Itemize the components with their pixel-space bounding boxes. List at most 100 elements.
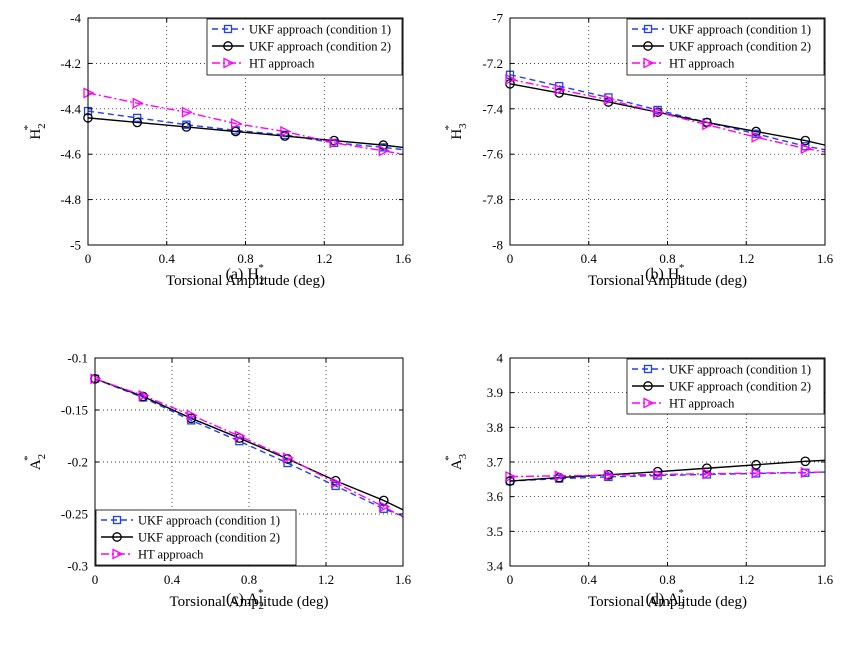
legend-label-3: HT approach [138,548,204,562]
data-point-s2-circle [702,463,712,474]
y-tick-label: -7.4 [482,101,503,116]
y-axis-label-sub: 2 [36,123,48,129]
y-tick-label: -4.8 [60,192,81,207]
legend-marker-1-square [643,24,653,34]
x-tick-label: 0 [507,572,514,587]
series-line-2 [509,459,826,482]
caption-sup: * [678,587,684,599]
y-axis-label-main: A [28,459,44,470]
data-point-s3-triangle [132,97,144,109]
legend: UKF approach (condition 1) UKF approach (… [626,358,825,415]
y-axis-label-sup: * [443,125,455,131]
data-point-s2-circle [181,122,192,132]
series-line-2 [87,117,404,149]
y-axis-label-main: H [28,129,44,140]
y-tick-label: 3.8 [487,420,503,435]
x-tick-label: 1.6 [395,251,412,266]
series-line-1 [509,74,826,151]
y-axis-label-sub: 3 [457,453,469,459]
data-point-s3-triangle [181,106,193,118]
y-tick-label: -5 [70,238,81,253]
panel-caption: (d) A3* [646,587,685,612]
data-point-s3-triangle [702,119,714,131]
data-point-s3-triangle [603,94,615,106]
y-tick-label: 3.4 [487,559,504,574]
legend-marker-1-square [223,24,233,34]
legend-marker-3-triangle [223,57,235,69]
y-tick-label: -4.4 [60,101,81,116]
x-tick-label: 0.8 [237,251,253,266]
series-line-1 [94,378,404,517]
x-axis-label: Torsional Amplitude (deg) [166,273,325,289]
data-point-s3-triangle [751,131,763,143]
data-point-s3-triangle [653,468,665,481]
caption-var: A [247,591,259,608]
x-tick-label: 1.6 [817,572,834,587]
legend-marker-2-circle [643,381,653,391]
x-tick-label: 1.2 [738,251,754,266]
y-tick-label: -7 [492,11,503,26]
y-tick-label: -0.2 [67,455,88,470]
legend: UKF approach (condition 1) UKF approach (… [95,509,297,566]
x-axis-label: Torsional Amplitude (deg) [588,594,747,610]
legend-marker-3-triangle [643,57,655,69]
x-tick-label: 1.6 [817,251,834,266]
data-point-s3-triangle [282,452,294,464]
x-tick-label: 0.4 [164,572,181,587]
y-tick-label: -0.3 [67,559,88,574]
panel-caption: (a) H2* [226,262,265,287]
legend-label-2: UKF approach (condition 2) [249,40,391,54]
x-tick-label: 0.8 [659,572,675,587]
y-axis-label-main: A [449,459,465,470]
panel-caption: (c) A2* [226,587,264,612]
panel-c: 0 0.4 0.8 1.2 1.6 -0.3 -0.25 -0.2 -0.15 -0.1 Torsi… [22,351,412,613]
data-point-s2-circle [751,126,761,137]
series-line-3 [509,78,826,153]
data-point-s3-triangle [138,389,150,401]
x-tick-label: 0.4 [159,251,176,266]
data-point-s1-square [283,458,292,468]
x-tick-label: 0 [85,251,92,266]
caption-sup: * [258,262,264,274]
y-tick-label: -4.2 [60,56,81,71]
y-tick-label: -7.2 [482,56,503,71]
caption-var: H [247,266,259,283]
x-axis-label: Torsional Amplitude (deg) [588,273,747,289]
legend: UKF approach (condition 1) UKF approach (… [626,18,825,76]
series-line-1 [87,110,404,151]
y-tick-label: -0.15 [61,403,88,418]
y-tick-label: 3.9 [487,385,503,400]
legend-marker-2-circle [223,41,233,51]
y-tick-label: -4.6 [60,147,81,162]
x-tick-label: 1.2 [316,251,332,266]
x-tick-label: 1.2 [738,572,754,587]
data-point-s2-circle [132,117,143,128]
data-point-s3-triangle [751,467,763,479]
data-point-s3-triangle [379,501,391,513]
series-line-3 [94,378,404,518]
data-point-s3-triangle [330,477,343,489]
y-axis-label: H2* [22,123,48,139]
caption-sup: * [258,587,264,599]
y-axis-label: H3* [443,123,469,140]
caption-prefix: (b) [645,266,668,283]
data-point-s2-circle [751,459,761,470]
legend-label-3: HT approach [249,57,315,71]
data-point-s3-triangle [800,142,812,155]
legend-label-3: HT approach [669,397,735,411]
caption-sup: * [679,262,685,274]
data-point-s3-triangle [653,106,665,118]
y-axis-label-sup: * [443,455,455,461]
y-axis-label-sub: 3 [457,123,469,129]
series-line-3 [509,471,826,478]
y-tick-label: 3.6 [487,489,504,504]
legend-marker-1-square [643,364,653,374]
caption-sub: 3 [679,600,685,612]
x-tick-label: 1.2 [318,572,334,587]
x-tick-label: 0.8 [659,251,675,266]
data-point-s2-circle [230,126,241,137]
series-line-2 [509,83,826,146]
legend-box [206,18,403,76]
data-point-s3-triangle [329,137,341,149]
x-tick-label: 0 [507,251,514,266]
